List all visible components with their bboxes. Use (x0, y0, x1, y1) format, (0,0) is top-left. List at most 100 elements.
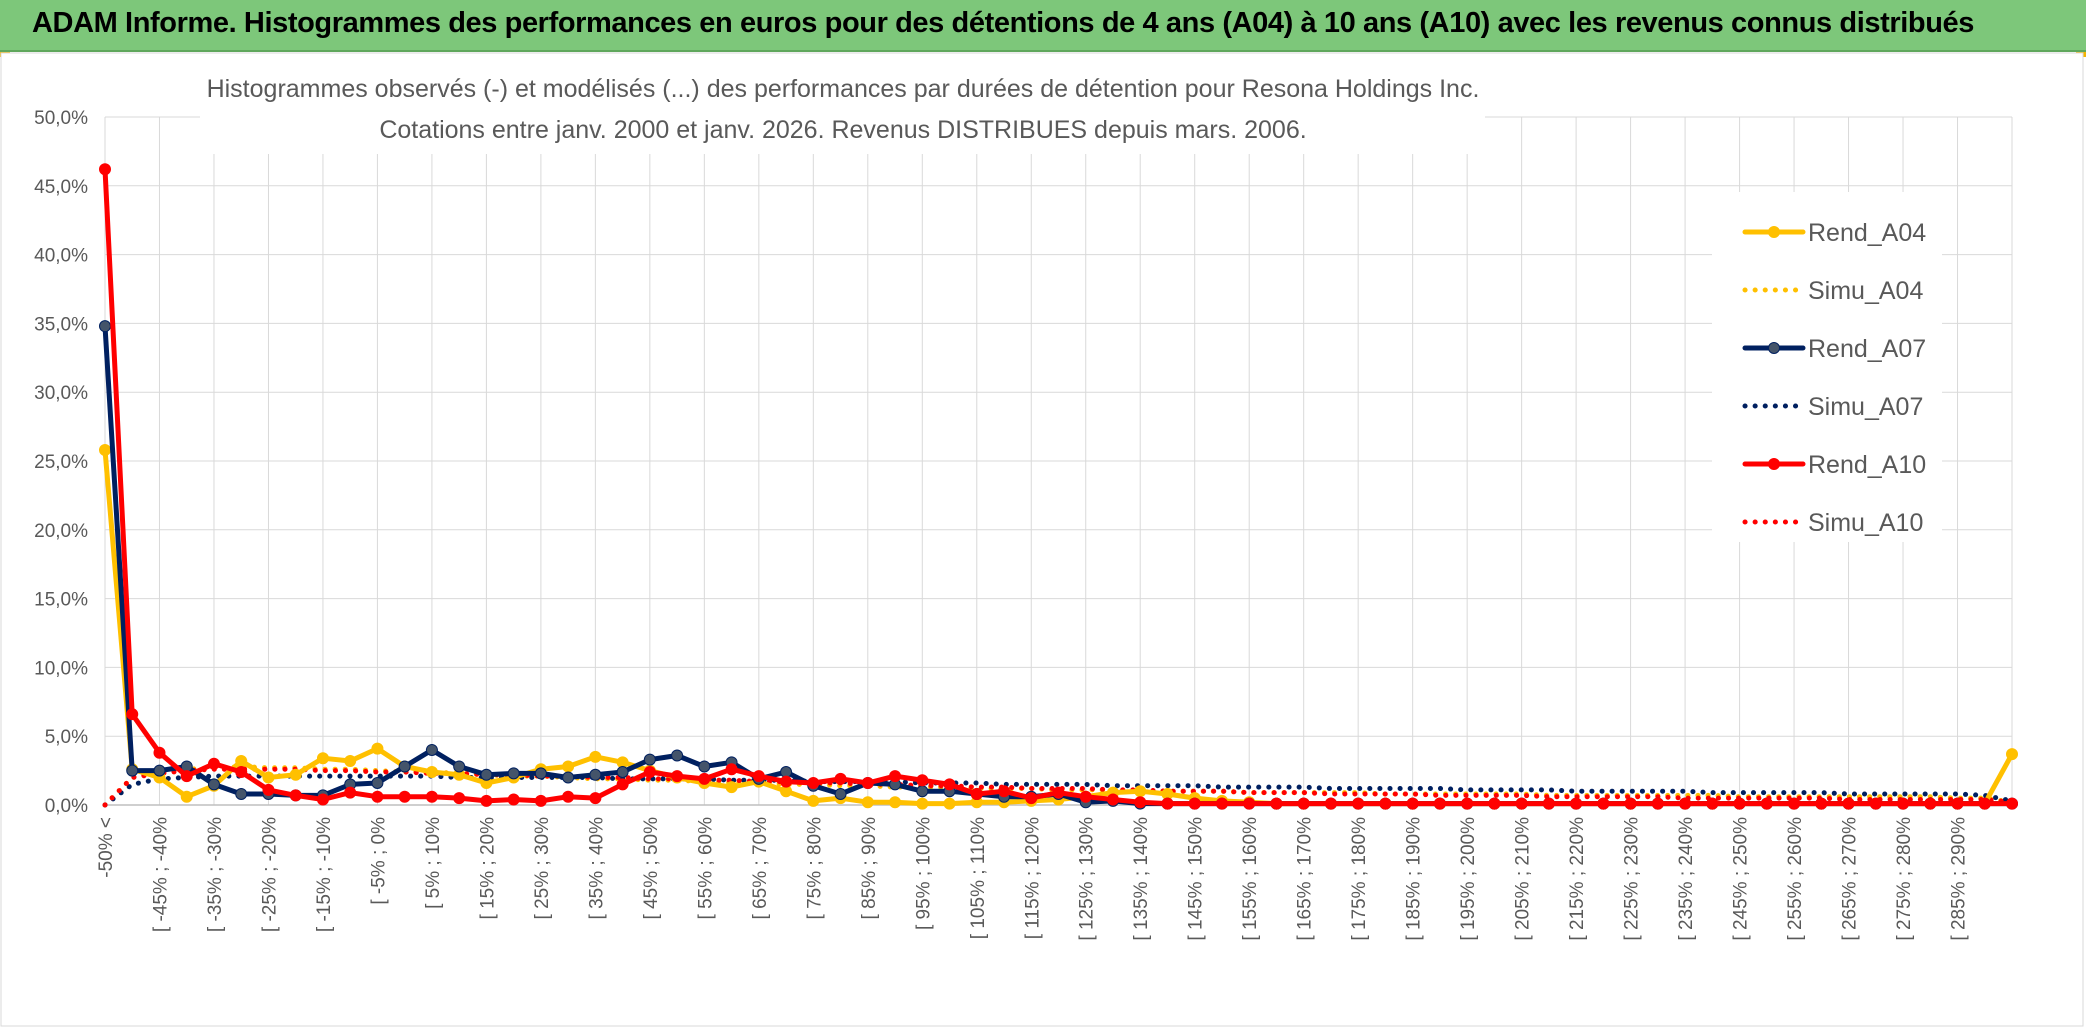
data-point (126, 708, 139, 721)
series-rend_a10 (99, 163, 2018, 810)
data-point (970, 787, 983, 800)
data-point (371, 776, 384, 789)
data-point (1815, 797, 1828, 810)
legend-label: Simu_A10 (1808, 509, 1923, 537)
data-point (1188, 797, 1201, 810)
x-tick-label: [ 115% ; 120% (1022, 817, 1043, 939)
x-tick-label: [ 225% ; 230% (1622, 817, 1643, 941)
data-point (1461, 797, 1474, 810)
data-point (235, 754, 248, 767)
x-tick-label: [ 265% ; 270% (1840, 817, 1861, 941)
legend-marker (1768, 342, 1780, 354)
x-tick-label: [ 155% ; 160% (1240, 817, 1261, 941)
data-point (344, 786, 357, 799)
data-point (1324, 797, 1337, 810)
data-point (480, 768, 493, 781)
data-point (207, 778, 220, 791)
x-tick-label: [ 175% ; 180% (1349, 817, 1370, 941)
data-point (807, 776, 820, 789)
data-point (1788, 797, 1801, 810)
data-point (99, 163, 111, 176)
data-point (126, 764, 139, 777)
data-point (480, 794, 493, 807)
data-point (916, 785, 929, 798)
data-point (235, 787, 248, 800)
x-tick-label: [ 35% ; 40% (586, 817, 607, 920)
x-tick-label: [ 285% ; 290% (1949, 817, 1970, 941)
histogram-chart: 0,0% 5,0% 10,0% 15,0% 20,0% 25,0% 30,0% 35,0% 40… (0, 52, 2086, 1031)
legend-label: Simu_A07 (1808, 393, 1923, 421)
data-point (180, 790, 193, 803)
data-point (371, 742, 384, 755)
data-point (99, 443, 111, 456)
data-point (1106, 793, 1119, 806)
x-tick-label: [ 55% ; 60% (695, 817, 716, 920)
data-point (1215, 797, 1228, 810)
data-point (534, 767, 547, 780)
data-point (1733, 797, 1746, 810)
x-gridlines (104, 117, 2013, 805)
x-tick-label: [ 15% ; 20% (477, 817, 498, 920)
data-point (1515, 797, 1528, 810)
data-point (589, 792, 602, 805)
data-point (1134, 785, 1147, 798)
data-point (1161, 797, 1174, 810)
data-point (861, 796, 874, 809)
series-simu_a07 (102, 773, 2015, 808)
data-point (262, 783, 275, 796)
x-tick-label: [ -35% ; -30% (205, 817, 226, 932)
data-point (1597, 797, 1610, 810)
data-point (344, 754, 357, 767)
data-point (1134, 796, 1147, 809)
x-tick-label: [ 215% ; 220% (1567, 817, 1588, 941)
data-point (507, 793, 520, 806)
data-point (1243, 797, 1256, 810)
data-point (1978, 797, 1991, 810)
data-point (1406, 797, 1419, 810)
data-point (453, 760, 466, 773)
data-point (616, 765, 629, 778)
data-point (725, 763, 738, 776)
x-tick-label: [ -25% ; -20% (259, 817, 280, 932)
data-point (425, 743, 438, 756)
x-tick-label: [ -45% ; -40% (150, 817, 171, 932)
data-point (1760, 797, 1773, 810)
y-tick-label: 45,0% (34, 177, 88, 198)
x-axis: -50% < [ -45% ; -40% [ -35% ; -30% [ -25% ;… (96, 817, 1970, 941)
data-point (2006, 797, 2018, 810)
data-point (1624, 797, 1637, 810)
data-point (1270, 797, 1283, 810)
data-point (425, 765, 438, 778)
chart-svg: 0,0% 5,0% 10,0% 15,0% 20,0% 25,0% 30,0% 35,0% 40… (0, 52, 2084, 1027)
x-tick-label: [ 5% ; 10% (423, 817, 444, 909)
chart-title: Histogrammes observés (-) et modélisés (… (207, 75, 1480, 103)
data-point (643, 753, 656, 766)
y-tick-label: 0,0% (45, 796, 88, 817)
data-point (180, 770, 193, 783)
x-tick-label: [ -5% ; 0% (368, 817, 389, 905)
x-tick-label: -50% < (96, 817, 117, 878)
data-point (371, 790, 384, 803)
data-point (834, 787, 847, 800)
legend-item-rend_a07: Rend_A07 (1742, 335, 1926, 363)
y-tick-label: 30,0% (34, 383, 88, 404)
data-point (698, 772, 711, 785)
data-point (1379, 797, 1392, 810)
data-point (316, 793, 329, 806)
data-point (1052, 786, 1065, 799)
data-point (398, 790, 411, 803)
legend-item-rend_a10: Rend_A10 (1742, 451, 1926, 479)
legend-label: Rend_A04 (1808, 219, 1926, 247)
data-point (1297, 797, 1310, 810)
data-point (671, 749, 684, 762)
data-point (916, 797, 929, 810)
legend: Rend_A04 Simu_A04 Rend_A07 Simu_A07 Rend_A10… (1712, 192, 1942, 542)
y-tick-label: 20,0% (34, 521, 88, 542)
data-point (889, 796, 902, 809)
data-point (1488, 797, 1501, 810)
legend-label: Rend_A07 (1808, 335, 1926, 363)
data-point (1869, 797, 1882, 810)
data-point (752, 770, 765, 783)
data-point (153, 746, 166, 759)
data-point (943, 797, 956, 810)
